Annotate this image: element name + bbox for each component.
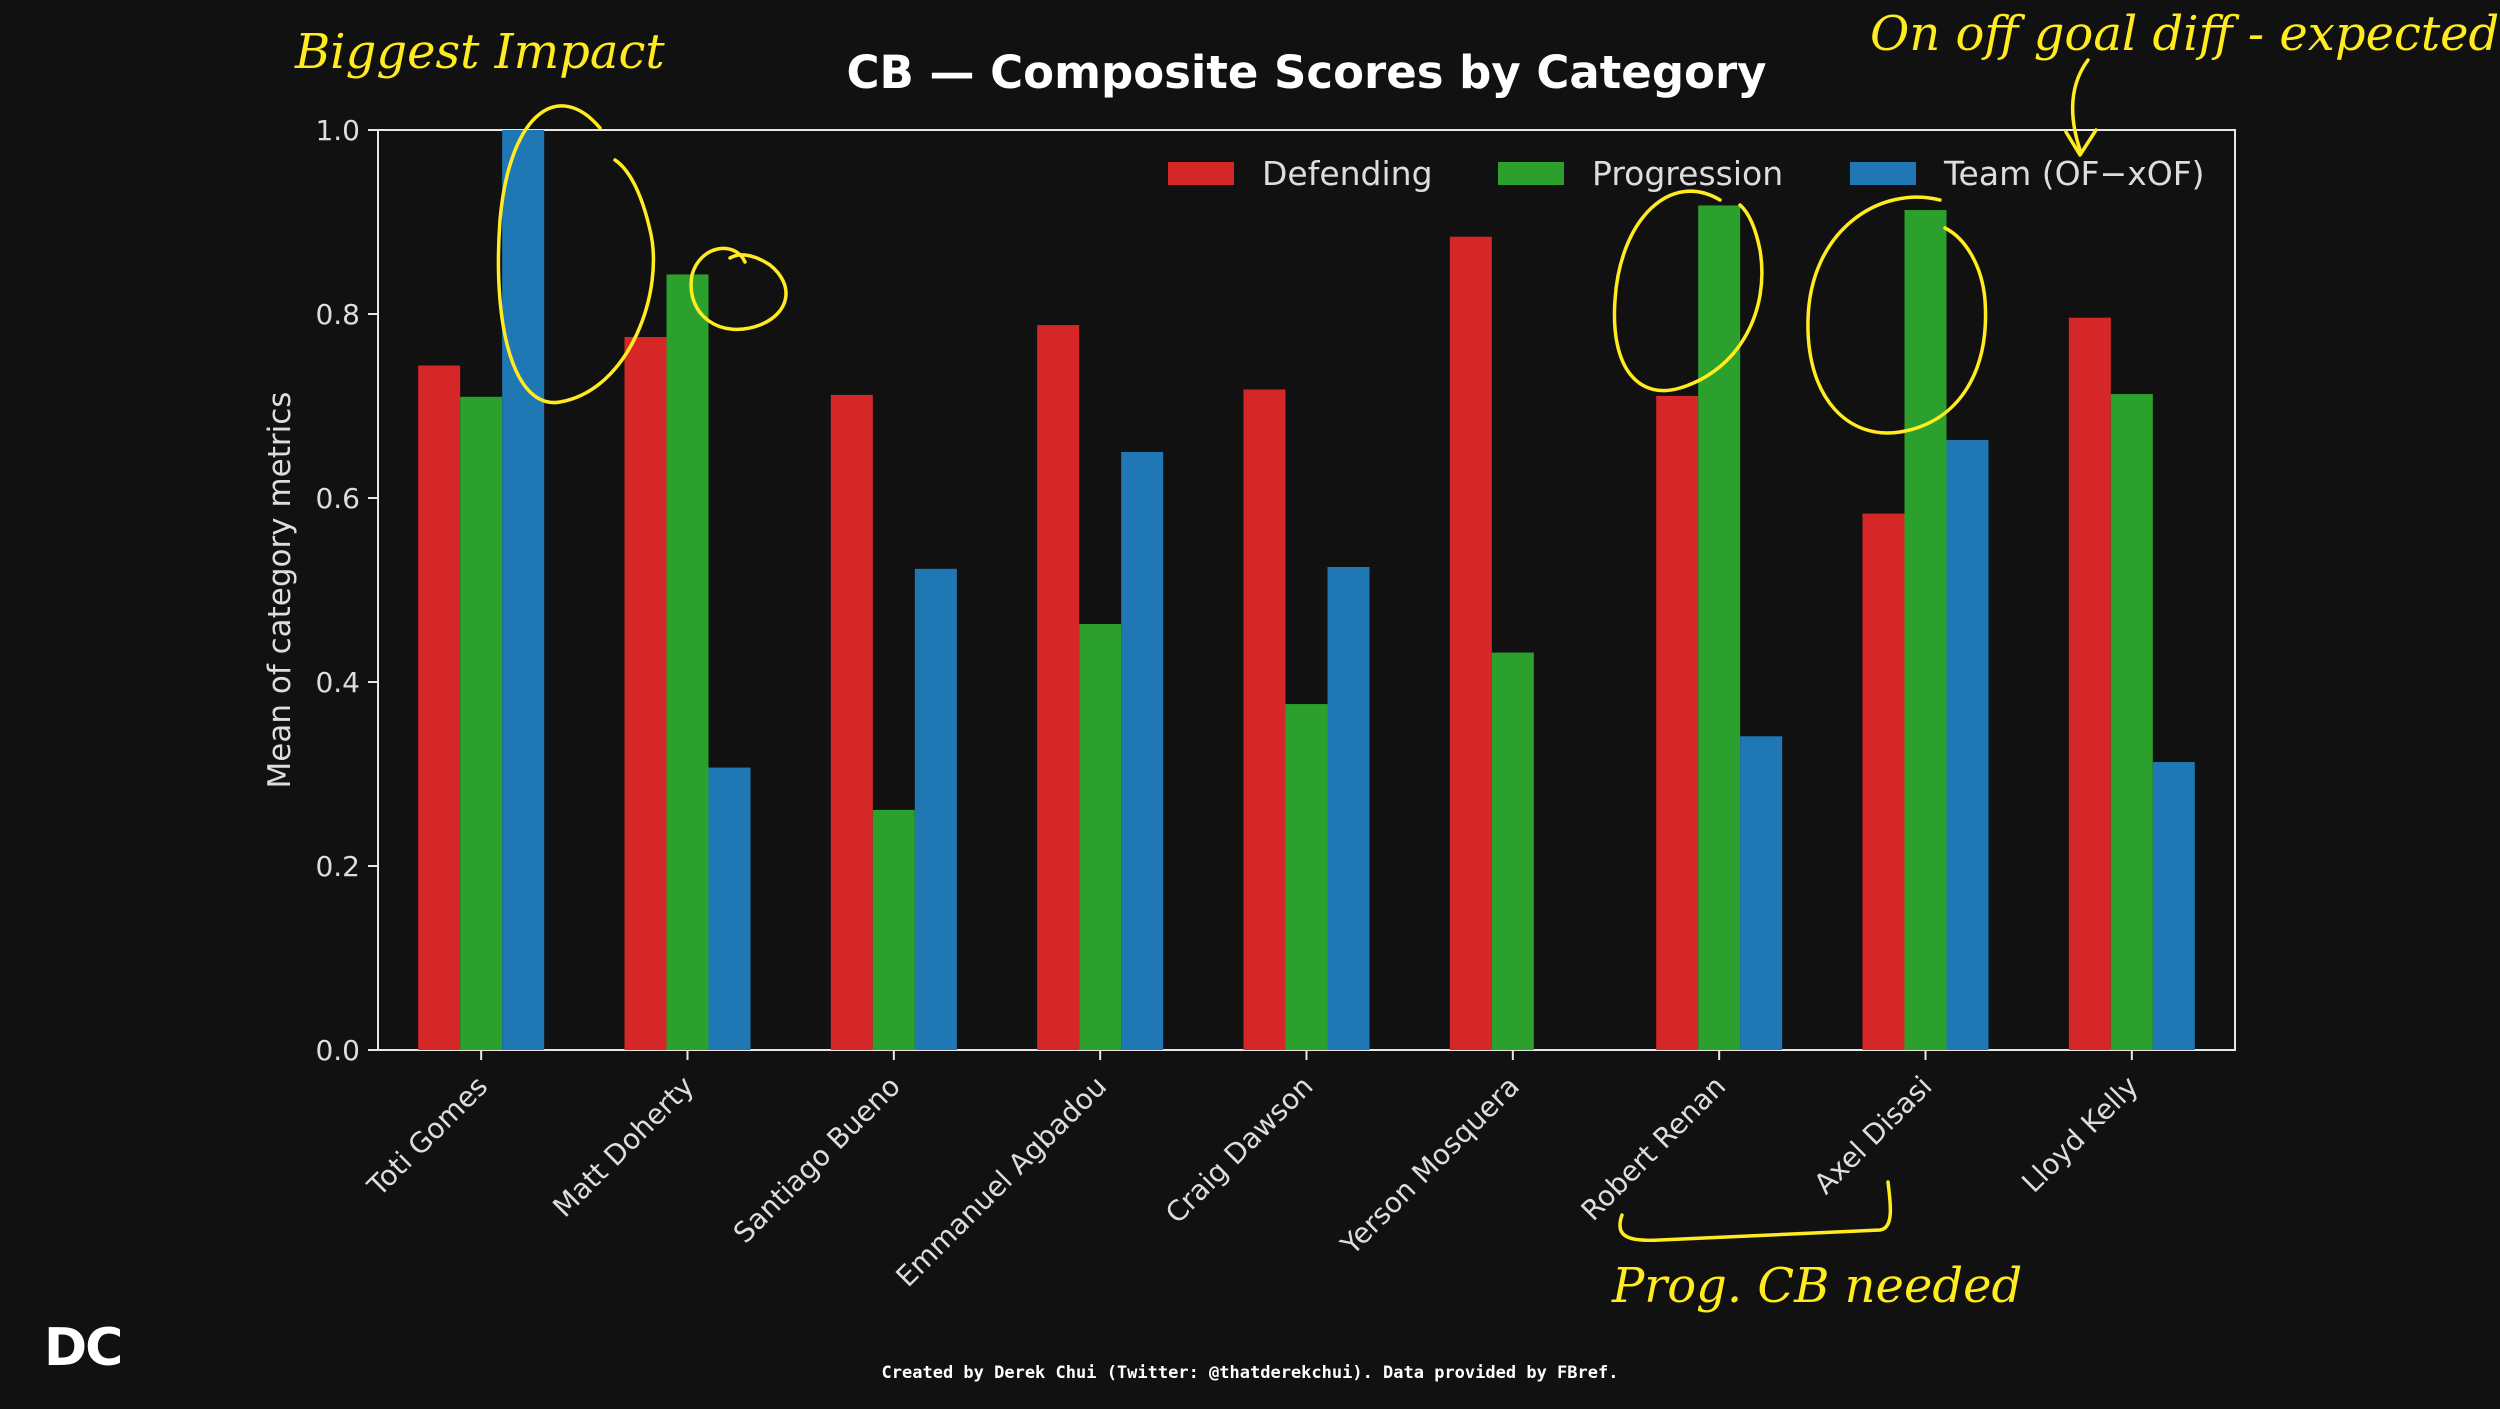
x-tick-label: Toti Gomes: [360, 1070, 494, 1204]
annotation-arrow: [2070, 58, 2090, 152]
bar-progression: [1491, 652, 1534, 1050]
y-axis-label: Mean of category metrics: [262, 392, 298, 789]
x-tick-label: Matt Doherty: [546, 1070, 700, 1224]
annotation-circle-doherty: [689, 246, 788, 332]
y-tick-label: 0.4: [315, 666, 360, 699]
legend-swatch: [1168, 162, 1234, 185]
y-tick-label: 0.0: [315, 1034, 360, 1067]
bar-defending: [418, 365, 461, 1050]
dc-logo: DC: [44, 1318, 123, 1378]
annotation-circle-toti: [496, 104, 656, 405]
bar-defending: [1243, 389, 1286, 1050]
bar-team: [1327, 567, 1370, 1050]
annotation-arrow-head: [2064, 128, 2098, 157]
bar-team: [2152, 762, 2195, 1050]
bar-defending: [1449, 236, 1492, 1051]
x-tick-label: Robert Renan: [1575, 1070, 1733, 1228]
legend-swatch: [1498, 162, 1564, 185]
y-tick-label: 0.6: [315, 482, 360, 515]
bar-progression: [1285, 704, 1328, 1050]
bar-progression: [460, 396, 503, 1050]
x-tick-label: Yerson Mosquera: [1334, 1070, 1526, 1262]
legend-label: Defending: [1262, 154, 1433, 193]
bar-defending: [1862, 513, 1905, 1050]
bar-team: [1121, 452, 1164, 1050]
bar-team: [502, 130, 545, 1050]
bar-team: [914, 568, 957, 1050]
legend-label: Progression: [1592, 154, 1783, 193]
credit-text: Created by Derek Chui (Twitter: @thatder…: [881, 1363, 1619, 1383]
bar-progression: [872, 809, 915, 1050]
bar-defending: [1037, 325, 1080, 1050]
annotation-bracket: [1618, 1180, 1893, 1243]
bar-team: [1946, 440, 1989, 1050]
bar-team: [1740, 736, 1783, 1050]
legend-label: Team (OF−xOF): [1943, 154, 2205, 193]
bar-defending: [624, 337, 667, 1050]
annotation-prog-cb: Prog. CB needed: [1611, 1258, 2022, 1314]
x-tick-label: Santiago Bueno: [727, 1070, 907, 1250]
bar-progression: [1698, 205, 1741, 1050]
legend-swatch: [1850, 162, 1916, 185]
bar-progression: [1904, 210, 1947, 1051]
bar-defending: [1656, 395, 1699, 1050]
annotation-circle-disasi: [1806, 195, 1988, 435]
bar-progression: [666, 274, 709, 1050]
bar-team: [708, 767, 751, 1050]
x-tick-label: Lloyd Kelly: [2015, 1070, 2144, 1199]
bar-defending: [2068, 317, 2111, 1050]
y-tick-label: 0.8: [315, 298, 360, 331]
annotation-on-off: On off goal diff - expected: [1870, 6, 2499, 62]
bar-progression: [2110, 394, 2153, 1050]
x-tick-label: Emmanuel Agbadou: [889, 1070, 1113, 1294]
bar-defending: [830, 394, 873, 1051]
x-tick-label: Craig Dawson: [1159, 1070, 1319, 1230]
bar-progression: [1079, 624, 1122, 1050]
x-tick-label: Axel Disasi: [1807, 1070, 1938, 1201]
annotation-circle-renan: [1612, 189, 1764, 393]
chart-title: CB — Composite Scores by Category: [847, 46, 1767, 99]
annotation-biggest-impact: Biggest Impact: [294, 24, 665, 80]
y-tick-label: 1.0: [315, 114, 360, 147]
y-tick-label: 0.2: [315, 850, 360, 883]
